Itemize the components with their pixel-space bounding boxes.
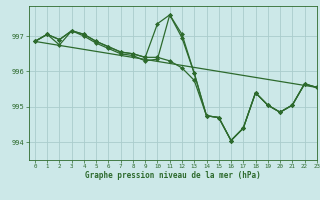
X-axis label: Graphe pression niveau de la mer (hPa): Graphe pression niveau de la mer (hPa)	[85, 171, 261, 180]
